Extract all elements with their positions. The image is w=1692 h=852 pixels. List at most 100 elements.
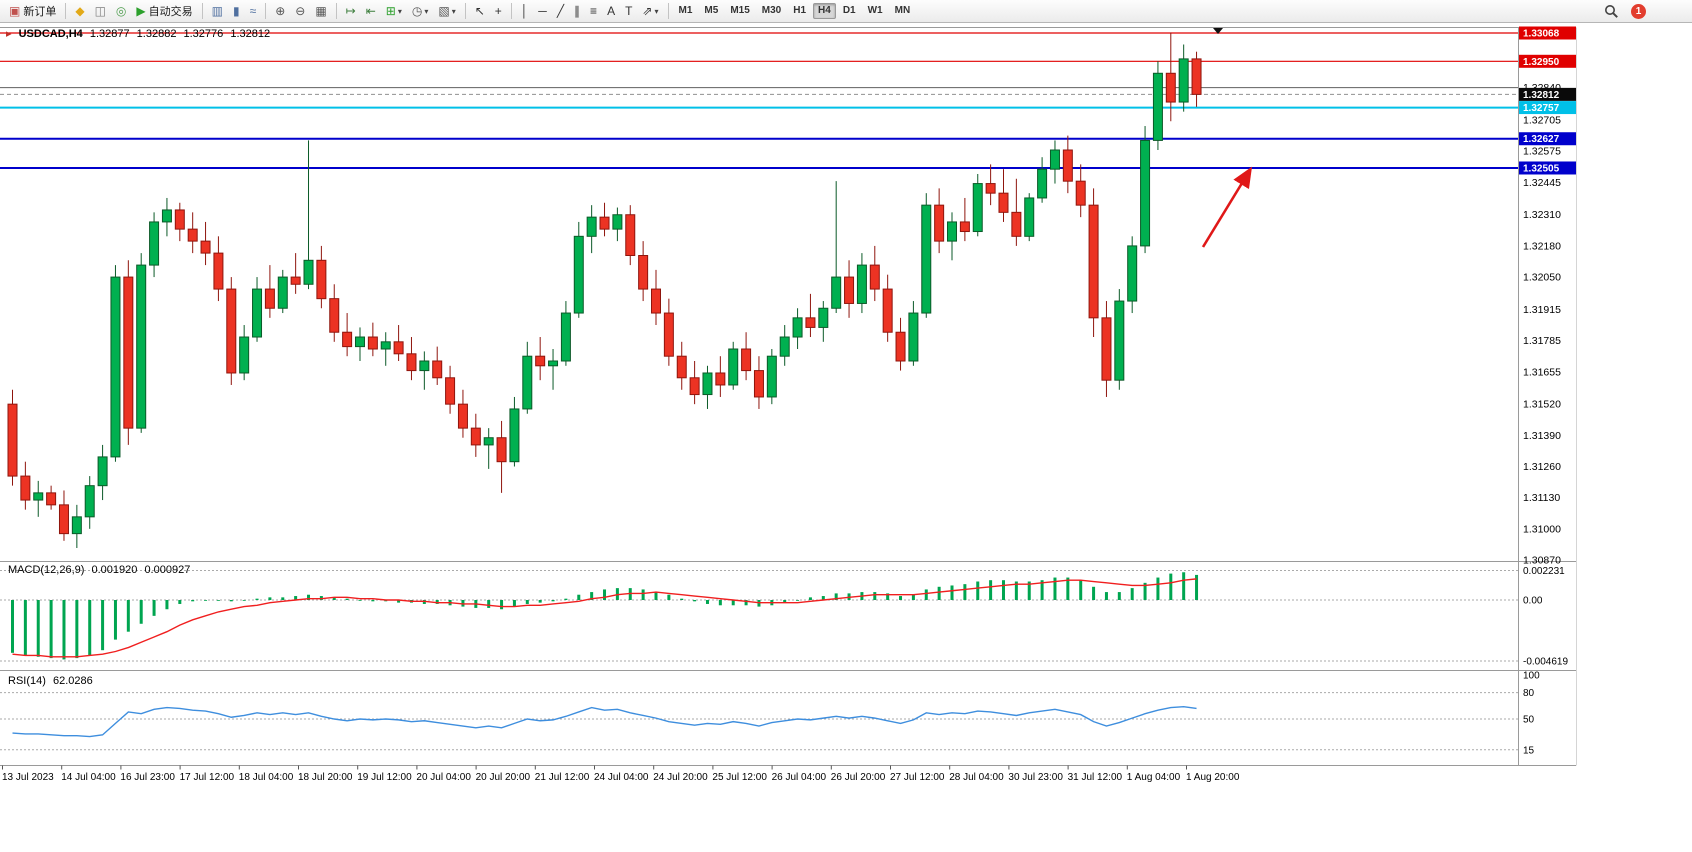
macd-histogram-bar	[88, 600, 92, 656]
line-chart-icon: ≈	[249, 4, 257, 18]
macd-histogram-bar	[1104, 592, 1108, 600]
macd-histogram-bar	[1182, 572, 1186, 600]
rsi-label: RSI(14) 62.0286	[8, 675, 97, 687]
arrows-button[interactable]: ⇗ ▾	[638, 1, 662, 22]
time-tick-label: 17 Jul 12:00	[180, 772, 235, 783]
macd-histogram-bar	[152, 600, 156, 616]
timeframe-m30-button[interactable]: M30	[761, 5, 782, 16]
indicators-button[interactable]: ⊞ ▾	[382, 1, 406, 22]
price-tick-label: 1.32180	[1523, 240, 1561, 252]
macd-histogram-bar	[1143, 582, 1147, 600]
candle-body	[264, 288, 275, 309]
candle-body	[753, 370, 764, 398]
macd-histogram-bar	[49, 600, 53, 659]
price-tick-label: 1.31915	[1523, 304, 1561, 316]
macd-label: MACD(12,26,9) 0.001920 0.000927	[8, 564, 194, 576]
candle-body	[380, 341, 391, 350]
vertical-line-button[interactable]: │	[517, 1, 533, 22]
macd-histogram-bar	[577, 594, 581, 600]
crosshair-button[interactable]: +	[491, 1, 506, 22]
periods-clock-icon: ◷	[411, 4, 423, 18]
trend-arrow-annotation[interactable]	[1201, 166, 1253, 248]
macd-histogram-bar	[139, 600, 143, 624]
new-order-button[interactable]: ▣ 新订单	[5, 1, 60, 22]
horizontal-line-button[interactable]: ─	[534, 1, 551, 22]
timeframe-h1-button[interactable]: H1	[793, 5, 807, 16]
timeframe-m15-button[interactable]: M15	[730, 5, 750, 16]
candle-body	[509, 408, 520, 463]
current-price-tag-label: 1.32812	[1523, 90, 1560, 101]
macd-histogram-bar	[731, 600, 735, 606]
auto-scroll-button[interactable]: ↦	[342, 1, 360, 22]
tile-windows-button[interactable]: ▦	[311, 1, 330, 22]
candle-body	[612, 214, 623, 230]
toolbar-separator	[464, 3, 466, 19]
timeframe-w1-button[interactable]: W1	[867, 5, 883, 16]
chart-shift-button[interactable]: ⇤	[362, 1, 380, 22]
macd-histogram-bar	[886, 593, 890, 600]
candle-body	[174, 209, 185, 230]
zoom-in-button[interactable]: ⊕	[271, 1, 289, 22]
text-label-button[interactable]: T	[621, 1, 636, 22]
candle-body	[959, 221, 970, 233]
bar-chart-button[interactable]: ▥	[208, 1, 227, 22]
candle-body	[663, 312, 674, 357]
timeframe-mn-button[interactable]: MN	[894, 5, 911, 16]
candle-body	[161, 209, 172, 223]
time-tick-label: 31 Jul 12:00	[1068, 772, 1123, 783]
templates-button[interactable]: ▧ ▾	[434, 1, 459, 22]
trendline-button[interactable]: ╱	[553, 1, 568, 22]
candle-body	[200, 240, 211, 254]
candle-body	[1165, 72, 1176, 103]
candle-body	[1011, 211, 1022, 237]
timeframe-h4-button[interactable]: H4	[813, 3, 836, 19]
profiles-icon: ◫	[94, 4, 106, 18]
macd-histogram-bar	[216, 600, 220, 601]
candlestick-chart-button[interactable]: ▮	[229, 1, 244, 22]
macd-histogram-bar	[899, 596, 903, 600]
macd-histogram-bar	[358, 600, 362, 601]
price-tag-label: 1.32627	[1523, 134, 1560, 145]
channel-button[interactable]: ∥	[570, 1, 584, 22]
candle-body	[934, 204, 945, 242]
timeframe-m5-button[interactable]: M5	[704, 5, 719, 16]
metaeditor-button[interactable]: ◆	[71, 1, 88, 22]
trendline-icon: ╱	[556, 4, 565, 18]
macd-histogram-bar	[911, 594, 915, 600]
price-tick-label: 1.31130	[1523, 492, 1560, 504]
price-tick-label: 1.31655	[1523, 366, 1561, 378]
macd-histogram-bar	[371, 600, 375, 602]
macd-histogram-bar	[101, 600, 105, 651]
zoom-out-button[interactable]: ⊖	[291, 1, 309, 22]
candle-body	[445, 377, 456, 405]
macd-histogram-bar	[512, 600, 516, 607]
price-axis: 1.328401.327051.325751.324451.323101.321…	[1523, 82, 1561, 566]
timeframe-m1-button[interactable]: M1	[678, 5, 693, 16]
rsi-axis-label: 100	[1523, 671, 1540, 682]
text-button[interactable]: A	[603, 1, 619, 22]
search-button[interactable]	[1604, 4, 1619, 19]
line-chart-button[interactable]: ≈	[246, 1, 261, 22]
cursor-button[interactable]: ↖	[471, 1, 489, 22]
fibonacci-button[interactable]: ≡	[586, 1, 601, 22]
candle-body	[1191, 58, 1202, 95]
time-tick-label: 18 Jul 20:00	[298, 772, 353, 783]
macd-histogram-bar	[345, 598, 349, 600]
candle-body	[779, 336, 790, 357]
notification-badge[interactable]: 1	[1631, 4, 1646, 19]
macd-histogram-bar	[1040, 580, 1044, 600]
price-tick-label: 1.31785	[1523, 335, 1561, 347]
profiles-button[interactable]: ◫	[91, 1, 110, 22]
macd-histogram-bar	[204, 600, 208, 601]
autotrading-button[interactable]: ▶ 自动交易	[132, 1, 196, 22]
timeframe-d1-button[interactable]: D1	[842, 5, 856, 16]
time-tick-label: 1 Aug 20:00	[1186, 772, 1240, 783]
price-tick-label: 1.30870	[1523, 554, 1561, 566]
macd-histogram-bar	[281, 597, 285, 600]
macd-axis-label: 0.00	[1523, 596, 1543, 607]
periods-button[interactable]: ◷ ▾	[408, 1, 433, 22]
horizontal-lines-layer[interactable]	[0, 32, 1518, 169]
data-window-button[interactable]: ◎	[112, 1, 130, 22]
candle-body	[573, 235, 584, 314]
